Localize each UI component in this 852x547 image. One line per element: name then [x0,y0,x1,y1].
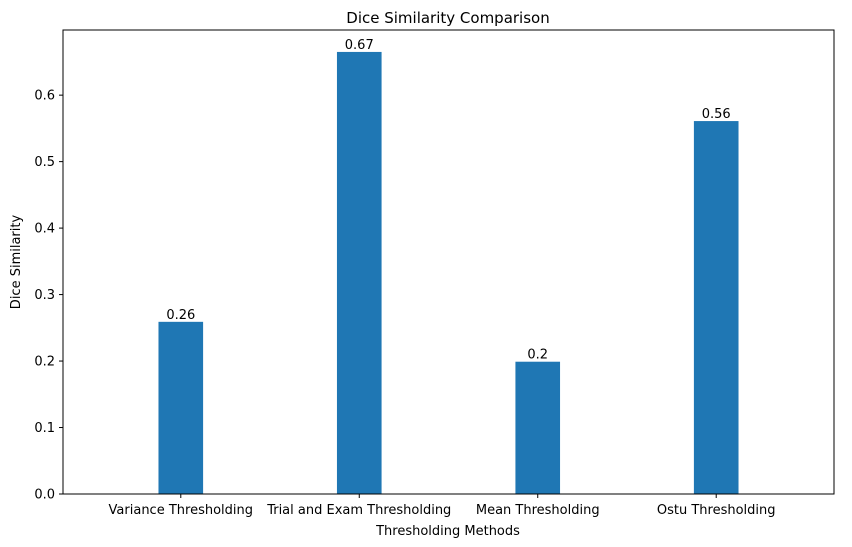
y-tick-label: 0.2 [34,355,55,370]
x-tick-label: Variance Thresholding [109,503,253,518]
bar [515,361,561,494]
bar [693,121,739,495]
bar [158,321,204,494]
y-axis-label: Dice Similarity [9,215,24,310]
x-tick-label: Trial and Exam Thresholding [266,503,451,518]
y-tick-label: 0.0 [34,488,55,503]
x-tick-label: Mean Thresholding [476,503,600,518]
x-axis-label: Thresholding Methods [375,524,520,539]
x-tick-label: Ostu Thresholding [657,503,776,518]
y-tick-label: 0.1 [34,421,55,436]
data-label: 0.56 [702,107,731,122]
data-label: 0.67 [345,38,374,53]
chart-title: Dice Similarity Comparison [346,9,549,27]
y-tick-label: 0.4 [34,222,55,237]
y-tick-label: 0.6 [34,89,55,104]
plot-area: 0.26 Variance Thresholding 0.67 Trial and E… [34,38,775,518]
data-label: 0.2 [527,348,548,363]
bar [336,51,382,495]
y-tick-label: 0.3 [34,288,55,303]
y-tick-label: 0.5 [34,155,55,170]
data-label: 0.26 [166,308,195,323]
plot-frame [62,29,835,495]
